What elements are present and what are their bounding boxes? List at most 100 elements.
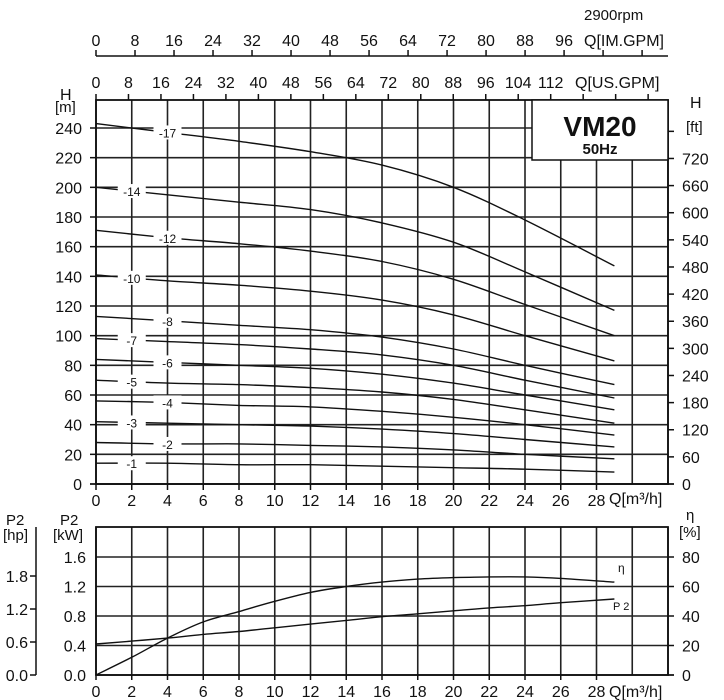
y-tick-label: 240 — [55, 121, 82, 138]
head-curve-stage-14 — [95, 186, 615, 312]
x-tick-label: 12 — [302, 493, 320, 510]
y-right-tick-label: 720 — [682, 151, 709, 168]
x-tick-label: 20 — [445, 493, 463, 510]
stage-label: -8 — [162, 315, 173, 329]
x-tick-label: 8 — [235, 493, 244, 510]
x-tick-label: 24 — [516, 493, 534, 510]
x-tick-label: 2 — [127, 684, 136, 700]
eta-curve-label: η — [618, 561, 625, 575]
x-tick-label: 16 — [373, 493, 391, 510]
y-right-tick-label: 480 — [682, 260, 709, 277]
x-tick-label: 0 — [92, 493, 101, 510]
efficiency-curve — [95, 576, 615, 676]
head-m-unit: [m] — [55, 99, 76, 116]
im-gpm-tick-label: 96 — [555, 33, 573, 50]
y-tick-label: 160 — [55, 240, 82, 257]
p2-kw-unit: [kW] — [53, 527, 83, 544]
x-tick-label: 8 — [235, 684, 244, 700]
p2-hp-unit: [hp] — [3, 527, 28, 544]
y-tick-label: 180 — [55, 210, 82, 227]
eta-tick-label: 20 — [682, 639, 700, 656]
y-right-tick-label: 0 — [682, 477, 691, 494]
im-gpm-tick-label: 72 — [438, 33, 456, 50]
kw-tick-label: 1.2 — [64, 580, 86, 597]
y-right-tick-label: 660 — [682, 179, 709, 196]
head-curve-stage-5 — [95, 379, 615, 424]
power-efficiency-curves — [95, 576, 615, 676]
head-m-title: H — [60, 87, 72, 104]
x-tick-label: 28 — [588, 684, 606, 700]
im-gpm-tick-label: 88 — [516, 33, 534, 50]
stage-label: -14 — [123, 185, 141, 199]
us-gpm-axis-label: Q[US.GPM] — [575, 75, 659, 92]
x-tick-label: 18 — [409, 493, 427, 510]
kw-tick-label: 0.0 — [64, 668, 86, 685]
im-gpm-axis-label: Q[IM.GPM] — [584, 33, 664, 50]
q-axis-label-lower: Q[m³/h] — [609, 684, 662, 700]
x-tick-label: 20 — [445, 684, 463, 700]
us-gpm-tick-label: 8 — [124, 75, 133, 92]
y-right-tick-label: 240 — [682, 368, 709, 385]
x-tick-label: 22 — [480, 493, 498, 510]
head-curves: -17 -14 -12 -10 -8 -7 -6 -5 -4 -3 -2 -1 — [95, 122, 615, 473]
x-tick-label: 22 — [480, 684, 498, 700]
eta-tick-label: 60 — [682, 580, 700, 597]
stage-label: -3 — [126, 416, 137, 430]
us-gpm-tick-label: 40 — [249, 75, 267, 92]
hp-tick-label: 1.2 — [6, 602, 28, 619]
x-tick-label: 4 — [163, 684, 172, 700]
y-right-tick-label: 420 — [682, 287, 709, 304]
head-ft-unit: [ft] — [686, 119, 703, 136]
x-tick-label: 0 — [92, 684, 101, 700]
y-right-tick-label: 540 — [682, 233, 709, 250]
us-gpm-tick-label: 16 — [152, 75, 170, 92]
y-right-tick-label: 120 — [682, 423, 709, 440]
im-gpm-tick-label: 24 — [204, 33, 222, 50]
stage-label: -17 — [159, 126, 177, 140]
power-curve — [95, 598, 615, 645]
eta-title: η — [686, 507, 694, 524]
model-title: VM20 — [563, 111, 636, 142]
p2-kw-title: P2 — [60, 512, 78, 529]
us-gpm-tick-label: 0 — [92, 75, 101, 92]
us-gpm-tick-label: 32 — [217, 75, 235, 92]
p2-curve-label: P 2 — [613, 601, 629, 613]
head-curve-stage-10 — [95, 274, 615, 362]
stage-label: -10 — [123, 272, 141, 286]
hp-tick-label: 1.8 — [6, 569, 28, 586]
im-gpm-tick-label: 48 — [321, 33, 339, 50]
kw-tick-label: 0.4 — [64, 639, 86, 656]
us-gpm-tick-label: 104 — [505, 75, 532, 92]
y-tick-label: 100 — [55, 329, 82, 346]
im-gpm-tick-label: 32 — [243, 33, 261, 50]
y-right-tick-label: 180 — [682, 396, 709, 413]
x-tick-label: 16 — [373, 684, 391, 700]
head-curve-stage-7 — [95, 337, 615, 399]
head-ft-title: H — [690, 95, 702, 112]
y-tick-label: 220 — [55, 151, 82, 168]
x-tick-label: 12 — [302, 684, 320, 700]
x-tick-label: 14 — [337, 684, 355, 700]
us-gpm-tick-label: 80 — [412, 75, 430, 92]
x-tick-label: 18 — [409, 684, 427, 700]
x-tick-label: 10 — [266, 493, 284, 510]
speed-label: 2900rpm — [584, 7, 643, 24]
eta-tick-label: 80 — [682, 550, 700, 567]
y-tick-label: 80 — [64, 358, 82, 375]
eta-unit: [%] — [679, 524, 701, 541]
im-gpm-tick-label: 40 — [282, 33, 300, 50]
power-efficiency-grid — [95, 526, 669, 676]
im-gpm-tick-label: 80 — [477, 33, 495, 50]
us-gpm-tick-label: 72 — [379, 75, 397, 92]
head-curve-stage-1 — [95, 462, 615, 473]
y-right-tick-label: 60 — [682, 450, 700, 467]
im-gpm-tick-label: 8 — [131, 33, 140, 50]
x-tick-label: 24 — [516, 684, 534, 700]
hp-tick-label: 0.0 — [6, 668, 28, 685]
y-tick-label: 200 — [55, 180, 82, 197]
us-gpm-tick-label: 88 — [444, 75, 462, 92]
im-gpm-tick-label: 0 — [92, 33, 101, 50]
us-gpm-tick-label: 112 — [538, 75, 564, 92]
stage-label: -2 — [162, 438, 173, 452]
